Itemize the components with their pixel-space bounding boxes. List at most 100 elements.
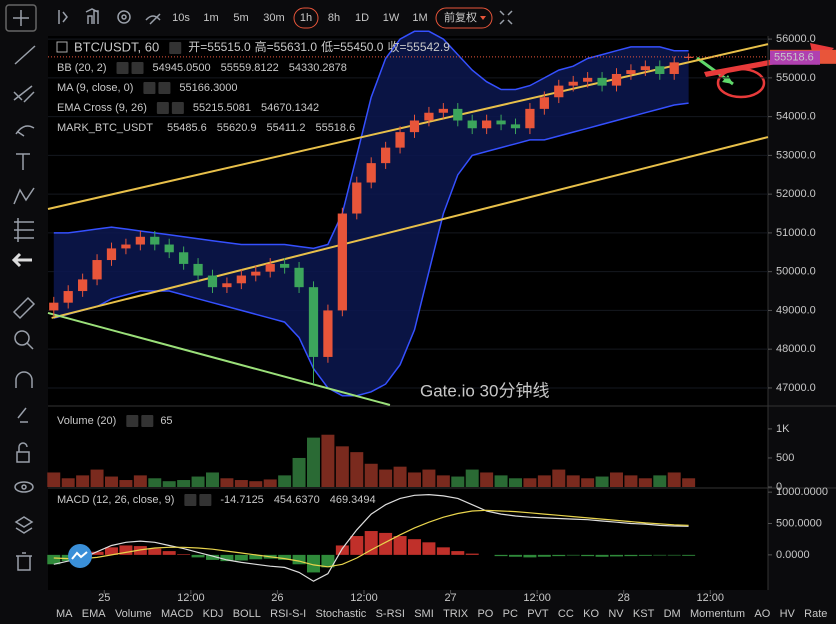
volume-bar: [263, 479, 277, 487]
indicator-tab[interactable]: Rate: [804, 608, 827, 620]
volume-bar: [610, 472, 623, 487]
indicator-tab[interactable]: KO: [583, 608, 599, 620]
histogram-bar: [624, 554, 638, 557]
signal-line: [53, 509, 689, 568]
indicator-tab[interactable]: AO: [754, 608, 770, 620]
candle-body: [251, 271, 261, 276]
trend-line: [51, 136, 769, 319]
volume-bar: [335, 446, 349, 487]
histogram-bar: [119, 545, 133, 555]
indicator-tab[interactable]: Volume: [115, 608, 152, 620]
volume-bar: [422, 469, 436, 487]
adjust-button[interactable]: 前复权: [444, 10, 477, 24]
interval-button[interactable]: 10s: [172, 12, 190, 24]
indicator-tab[interactable]: S-RSI: [376, 608, 405, 620]
interval-button[interactable]: 1m: [203, 12, 218, 24]
interval-button[interactable]: 8h: [328, 12, 340, 24]
indicator-tab[interactable]: SMI: [414, 608, 434, 620]
indicator-tab[interactable]: HV: [780, 608, 796, 620]
candle-body: [655, 66, 665, 74]
indicator-tab[interactable]: KST: [633, 608, 655, 620]
x-tick-label: 12:00: [350, 592, 378, 604]
histogram-bar: [552, 554, 566, 557]
indicator-tab[interactable]: PC: [503, 608, 518, 620]
candle-body: [525, 108, 535, 129]
indicator-tab[interactable]: MACD: [161, 608, 193, 620]
annotation-arrows: [696, 43, 834, 99]
pane-value: 65: [160, 415, 172, 427]
ohlc-value: 55450.0: [340, 40, 384, 54]
volume-bar: [595, 476, 609, 487]
legend-value: 55559.8122: [221, 62, 279, 74]
y-tick-label: 1000.0000: [776, 486, 828, 498]
legend-button: [126, 415, 139, 427]
interval-button[interactable]: 1W: [383, 12, 400, 24]
pane-value: 469.3494: [330, 494, 376, 506]
histogram-bar: [379, 532, 393, 555]
candle-body: [150, 236, 160, 245]
interval-button[interactable]: 30m: [263, 12, 284, 24]
histogram-bar: [47, 554, 61, 565]
volume-bar: [465, 469, 479, 487]
indicator-tab[interactable]: DM: [664, 608, 681, 620]
ohlc-label: 低=: [321, 40, 340, 54]
interval-button[interactable]: 5m: [233, 12, 248, 24]
x-tick-label: 26: [271, 592, 283, 604]
ohlc-label: 高=: [255, 39, 274, 54]
histogram-bar: [638, 554, 652, 556]
legend-value: 55411.2: [267, 122, 306, 134]
volume-bar: [119, 480, 133, 487]
indicator-tab[interactable]: RSI-S-I: [270, 608, 306, 620]
histogram-bar: [90, 551, 104, 555]
volume-bar: [624, 475, 638, 487]
volume-bar: [408, 472, 421, 487]
legend-button: [184, 494, 197, 506]
volume-bar: [494, 475, 508, 487]
histogram-bar: [292, 554, 306, 565]
volume-bar: [480, 472, 494, 487]
indicator-tab[interactable]: EMA: [82, 608, 107, 620]
legend-button: [158, 82, 171, 94]
histogram-bar: [393, 536, 407, 555]
volume-bar: [278, 475, 292, 487]
indicator-tab[interactable]: CC: [558, 608, 574, 620]
candle-body: [438, 108, 448, 113]
interval-button[interactable]: 1D: [355, 12, 369, 24]
volume-bar: [581, 478, 595, 487]
volume-bar: [451, 476, 465, 487]
volume-bar: [653, 475, 667, 487]
indicator-tab[interactable]: PO: [477, 608, 493, 620]
y-tick-label: 500.0000: [776, 517, 822, 529]
indicator-tab[interactable]: Momentum: [690, 608, 745, 620]
volume-bar: [364, 463, 378, 487]
volume-bar: [509, 478, 522, 487]
ohlc-label: 开=: [188, 40, 207, 54]
volume-bar: [436, 475, 450, 487]
candle-body: [611, 73, 622, 86]
candle-body: [496, 120, 506, 125]
interval-button[interactable]: 1h: [300, 12, 312, 24]
ohlc-value: 55631.0: [274, 40, 318, 54]
volume-bar: [393, 466, 407, 487]
pane-value: -14.7125: [220, 494, 263, 506]
interval-button[interactable]: 1M: [412, 12, 427, 24]
candle-body: [63, 291, 73, 303]
legend-button: [143, 82, 156, 94]
candle-body: [684, 56, 694, 58]
indicator-tab[interactable]: NV: [608, 608, 624, 620]
indicator-tab[interactable]: Stochastic: [316, 608, 367, 620]
candle-body: [49, 302, 59, 311]
legend-value: 54330.2878: [289, 62, 347, 74]
indicator-tab[interactable]: PVT: [527, 608, 549, 620]
histogram-bar: [537, 554, 551, 557]
volume-bar: [682, 478, 696, 487]
indicator-tab[interactable]: TRIX: [443, 608, 469, 620]
volume-bar: [177, 480, 191, 487]
indicator-tab[interactable]: KDJ: [203, 608, 224, 620]
histogram-bar: [408, 539, 421, 555]
ohlc-value: 55542.9: [406, 40, 450, 54]
candle-body: [236, 275, 246, 284]
indicator-tab[interactable]: MA: [56, 608, 73, 620]
volume-bar: [321, 434, 335, 487]
indicator-tab[interactable]: BOLL: [233, 608, 261, 620]
